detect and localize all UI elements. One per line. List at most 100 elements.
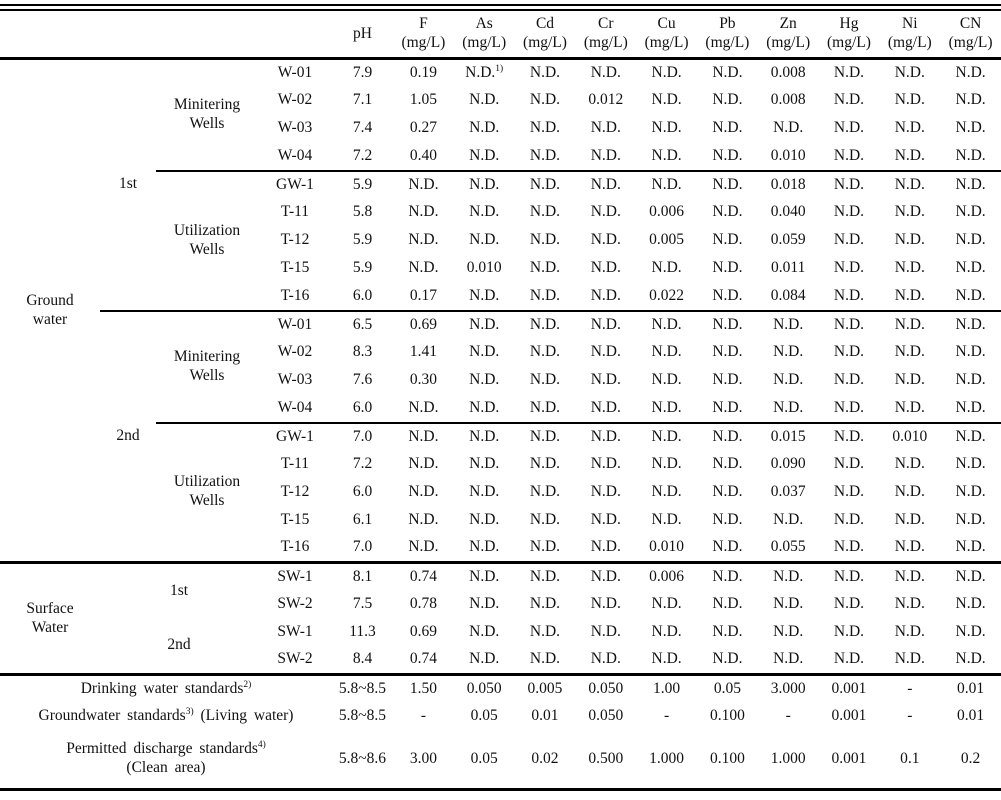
- well-id-cell: W-01: [277, 315, 313, 333]
- value-cell: N.D.: [818, 142, 880, 172]
- value-cell: N.D.: [651, 343, 682, 361]
- value-cell: N.D.: [696, 394, 758, 424]
- value-cell: 0.084: [757, 282, 819, 312]
- table-body: Ground water 1st Minitering Wells W-01 7.9 0.19…: [0, 58, 1001, 790]
- table-row: T-11 7.2 N.D. N.D. N.D. N.D. N.D. N.D. 0.090 N.D.…: [0, 451, 1001, 479]
- corner-cell: [0, 7, 332, 60]
- table-row: W-04 6.0 N.D. N.D. N.D. N.D. N.D. N.D. N.D. N.D. N…: [0, 394, 1001, 424]
- value-cell: 5.9: [352, 259, 373, 277]
- value-cell: N.D.: [879, 282, 941, 312]
- value-cell: 0.1: [900, 749, 920, 767]
- value-cell: 0.01: [531, 707, 559, 725]
- value-cell: N.D.: [529, 119, 561, 137]
- value-cell: 0.008: [770, 91, 806, 109]
- table-row: Drinking water standards2) 5.8~8.5 1.50 0.0…: [0, 675, 1001, 703]
- value-cell: 0.02: [531, 749, 559, 767]
- well-id-cell: W-03: [277, 119, 313, 137]
- value-cell: N.D.: [408, 455, 439, 473]
- well-id-cell: W-02: [277, 91, 313, 109]
- value-cell: N.D.: [651, 63, 682, 81]
- value-cell: 7.6: [352, 371, 373, 389]
- survey-round-cell: 1st: [169, 581, 189, 599]
- value-cell: N.D.: [590, 511, 621, 529]
- table-row: 2nd SW-1 11.3 0.69 N.D. N.D. N.D. N.D. N.D. N.D. N…: [0, 618, 1001, 676]
- value-cell: 0.74: [409, 567, 437, 585]
- value-cell: N.D.: [408, 483, 439, 501]
- value-cell: N.D.: [955, 231, 986, 249]
- value-cell: 0.40: [393, 142, 454, 172]
- value-cell: N.D.: [955, 343, 986, 361]
- value-cell: -: [420, 707, 426, 725]
- value-cell: N.D.: [651, 483, 682, 501]
- value-cell: N.D.: [712, 567, 743, 585]
- value-cell: 0.30: [409, 371, 437, 389]
- value-cell: N.D.: [469, 203, 500, 221]
- value-cell: N.D.: [833, 371, 865, 389]
- value-cell: N.D.: [651, 511, 682, 529]
- value-cell: 0.005: [527, 679, 563, 697]
- value-cell: 0.001: [831, 749, 867, 767]
- value-cell: N.D.: [529, 315, 561, 333]
- value-cell: N.D.: [469, 91, 500, 109]
- value-cell: N.D.: [773, 595, 804, 613]
- value-cell: N.D.: [955, 455, 986, 473]
- value-cell: N.D.: [590, 119, 621, 137]
- value-cell: N.D.: [712, 63, 743, 81]
- value-cell: 1.41: [409, 343, 437, 361]
- table-row: Utilization Wells GW-1 7.0 N.D. N.D. N.D. N.D. N…: [0, 422, 1001, 564]
- value-cell: N.D.: [469, 511, 500, 529]
- value-cell: 0.050: [466, 679, 502, 697]
- value-cell: N.D.: [590, 231, 621, 249]
- well-type-cell: Utilization Wells: [156, 422, 258, 564]
- value-cell: 0.05: [713, 679, 741, 697]
- table-header: pH F (mg/L) As (mg/L) Cd (mg/L) Cr (mg/L) Cu (mg/L…: [0, 7, 1001, 60]
- value-cell: N.D.: [529, 63, 561, 81]
- value-cell: N.D.: [529, 623, 561, 641]
- table-row: T-16 6.0 0.17 N.D. N.D. N.D. 0.022 N.D. 0.084 N.D…: [0, 282, 1001, 312]
- value-cell: 7.1: [352, 91, 373, 109]
- value-cell: N.D.: [393, 394, 454, 424]
- value-cell: N.D.: [529, 371, 561, 389]
- value-cell: 0.011: [771, 259, 806, 277]
- value-cell: N.D.: [833, 63, 865, 81]
- well-type-cell: Utilization Wells: [156, 170, 258, 312]
- value-cell: N.D.: [833, 259, 865, 277]
- value-cell: N.D.: [453, 534, 515, 564]
- value-cell: N.D.: [408, 259, 439, 277]
- value-cell: 7.4: [352, 119, 373, 137]
- value-cell: N.D.: [955, 511, 986, 529]
- table-row: T-12 5.9 N.D. N.D. N.D. N.D. 0.005 N.D. 0.059 N.D…: [0, 227, 1001, 255]
- value-cell: N.D.: [712, 623, 743, 641]
- value-cell: N.D.: [833, 511, 865, 529]
- value-cell: N.D.: [590, 371, 621, 389]
- column-header-as: As (mg/L): [453, 7, 515, 60]
- value-cell: N.D.: [469, 427, 500, 445]
- value-cell: 6.0: [352, 483, 373, 501]
- value-cell: N.D.: [894, 203, 925, 221]
- table-row: T-15 5.9 N.D. 0.010 N.D. N.D. N.D. N.D. 0.011 N.D…: [0, 255, 1001, 283]
- value-cell: N.D.: [514, 142, 576, 172]
- value-cell: 1.05: [409, 91, 437, 109]
- value-cell: -: [664, 707, 670, 725]
- value-cell: N.D.: [773, 343, 804, 361]
- value-cell: 0.050: [588, 707, 624, 725]
- value-cell: 0.500: [588, 749, 624, 767]
- value-cell: N.D.: [955, 371, 986, 389]
- value-cell: N.D.: [955, 427, 986, 445]
- value-cell: N.D.: [408, 203, 439, 221]
- column-header-cn: CN (mg/L): [940, 7, 1001, 60]
- group-cell-surface-water: Surface Water: [0, 562, 100, 676]
- value-cell: N.D.: [514, 394, 576, 424]
- well-id-cell: T-16: [258, 534, 332, 564]
- value-cell: N.D.: [590, 427, 621, 445]
- value-cell: N.D.: [833, 119, 865, 137]
- value-cell: N.D.: [575, 646, 637, 676]
- value-cell: N.D.: [894, 567, 925, 585]
- value-cell: N.D.: [773, 511, 804, 529]
- value-cell: N.D.: [894, 119, 925, 137]
- value-cell: N.D.: [955, 259, 986, 277]
- survey-round-cell: 1st: [100, 58, 156, 312]
- value-cell: N.D.: [514, 534, 576, 564]
- value-cell: -: [785, 707, 791, 725]
- value-cell: N.D.: [879, 534, 941, 564]
